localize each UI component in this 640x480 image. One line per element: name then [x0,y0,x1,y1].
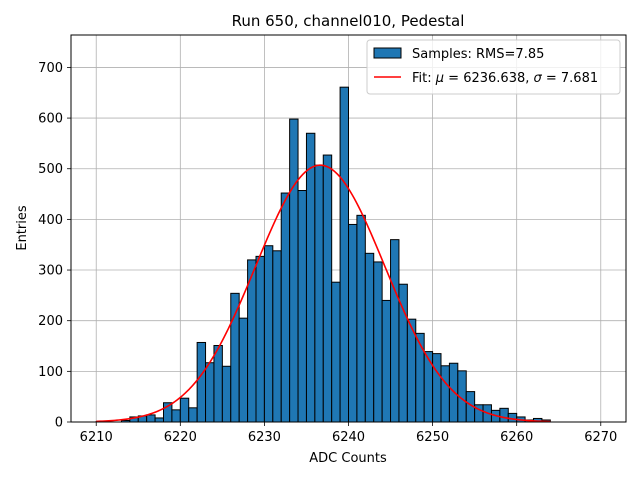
histogram-bar [314,164,324,423]
chart-title: Run 650, channel010, Pedestal [232,12,465,30]
x-tick-label: 6240 [332,430,365,445]
histogram-bar [339,86,350,423]
histogram-bar [305,132,316,423]
histogram-bar [171,409,181,423]
y-tick-label: 300 [38,264,63,279]
histogram-bar [205,362,215,423]
histogram-bar [356,214,366,423]
legend-samples-swatch [373,47,402,59]
x-tick-label: 6230 [248,430,281,445]
histogram-bar [348,223,358,423]
y-tick-label: 600 [38,112,63,127]
histogram-bar [364,252,375,423]
histogram-bar [263,245,274,423]
histogram-bar [373,261,383,423]
histogram-bar [415,332,425,423]
fit-curve [96,164,551,423]
y-tick-label: 0 [55,416,63,431]
histogram-bar [432,353,442,423]
y-tick-label: 400 [38,213,63,228]
y-tick-label: 500 [38,162,63,177]
histogram-bar [146,414,156,423]
histogram-bar [381,299,392,423]
y-tick-label: 700 [38,61,63,76]
histogram-bar [499,407,509,423]
fit-curve-layer [96,164,551,423]
histogram-bar [322,154,333,423]
histogram-bar [272,250,282,423]
y-tick-label: 200 [38,314,63,329]
histogram-bar [188,407,198,423]
y-axis-label: Entries [15,205,30,251]
x-axis-label: ADC Counts [309,451,387,466]
x-tick-label: 6250 [416,430,449,445]
legend-box [366,39,621,95]
histogram-bar [280,192,291,423]
legend-fit-label: Fit: μ = 6236.638, σ = 7.681 [412,71,598,86]
legend: Samples: RMS=7.85 Fit: μ = 6236.638, σ =… [366,39,621,95]
histogram-bar [331,281,341,423]
histogram-bar [398,283,408,423]
histogram-bar [238,317,249,423]
histogram-bar [213,345,223,423]
histogram-bar [390,239,400,423]
x-tick-label: 6210 [80,430,113,445]
x-tick-label: 6270 [584,430,617,445]
histogram-bar [179,397,190,423]
histogram-bar [221,365,232,423]
histogram-bar [289,118,299,423]
histogram-bar [440,365,450,423]
histogram-bar [196,341,207,423]
y-axis-ticks: 0 100 200 300 400 500 600 700 [38,61,71,431]
legend-samples-label: Samples: RMS=7.85 [412,47,544,62]
histogram-bar [154,417,165,423]
x-tick-label: 6260 [500,430,533,445]
histogram-bar [297,190,307,423]
x-tick-label: 6220 [164,430,197,445]
histogram-bar [255,255,265,423]
x-axis-ticks: 6210 6220 6230 6240 6250 6260 6270 [80,422,617,445]
y-tick-label: 100 [38,365,63,380]
